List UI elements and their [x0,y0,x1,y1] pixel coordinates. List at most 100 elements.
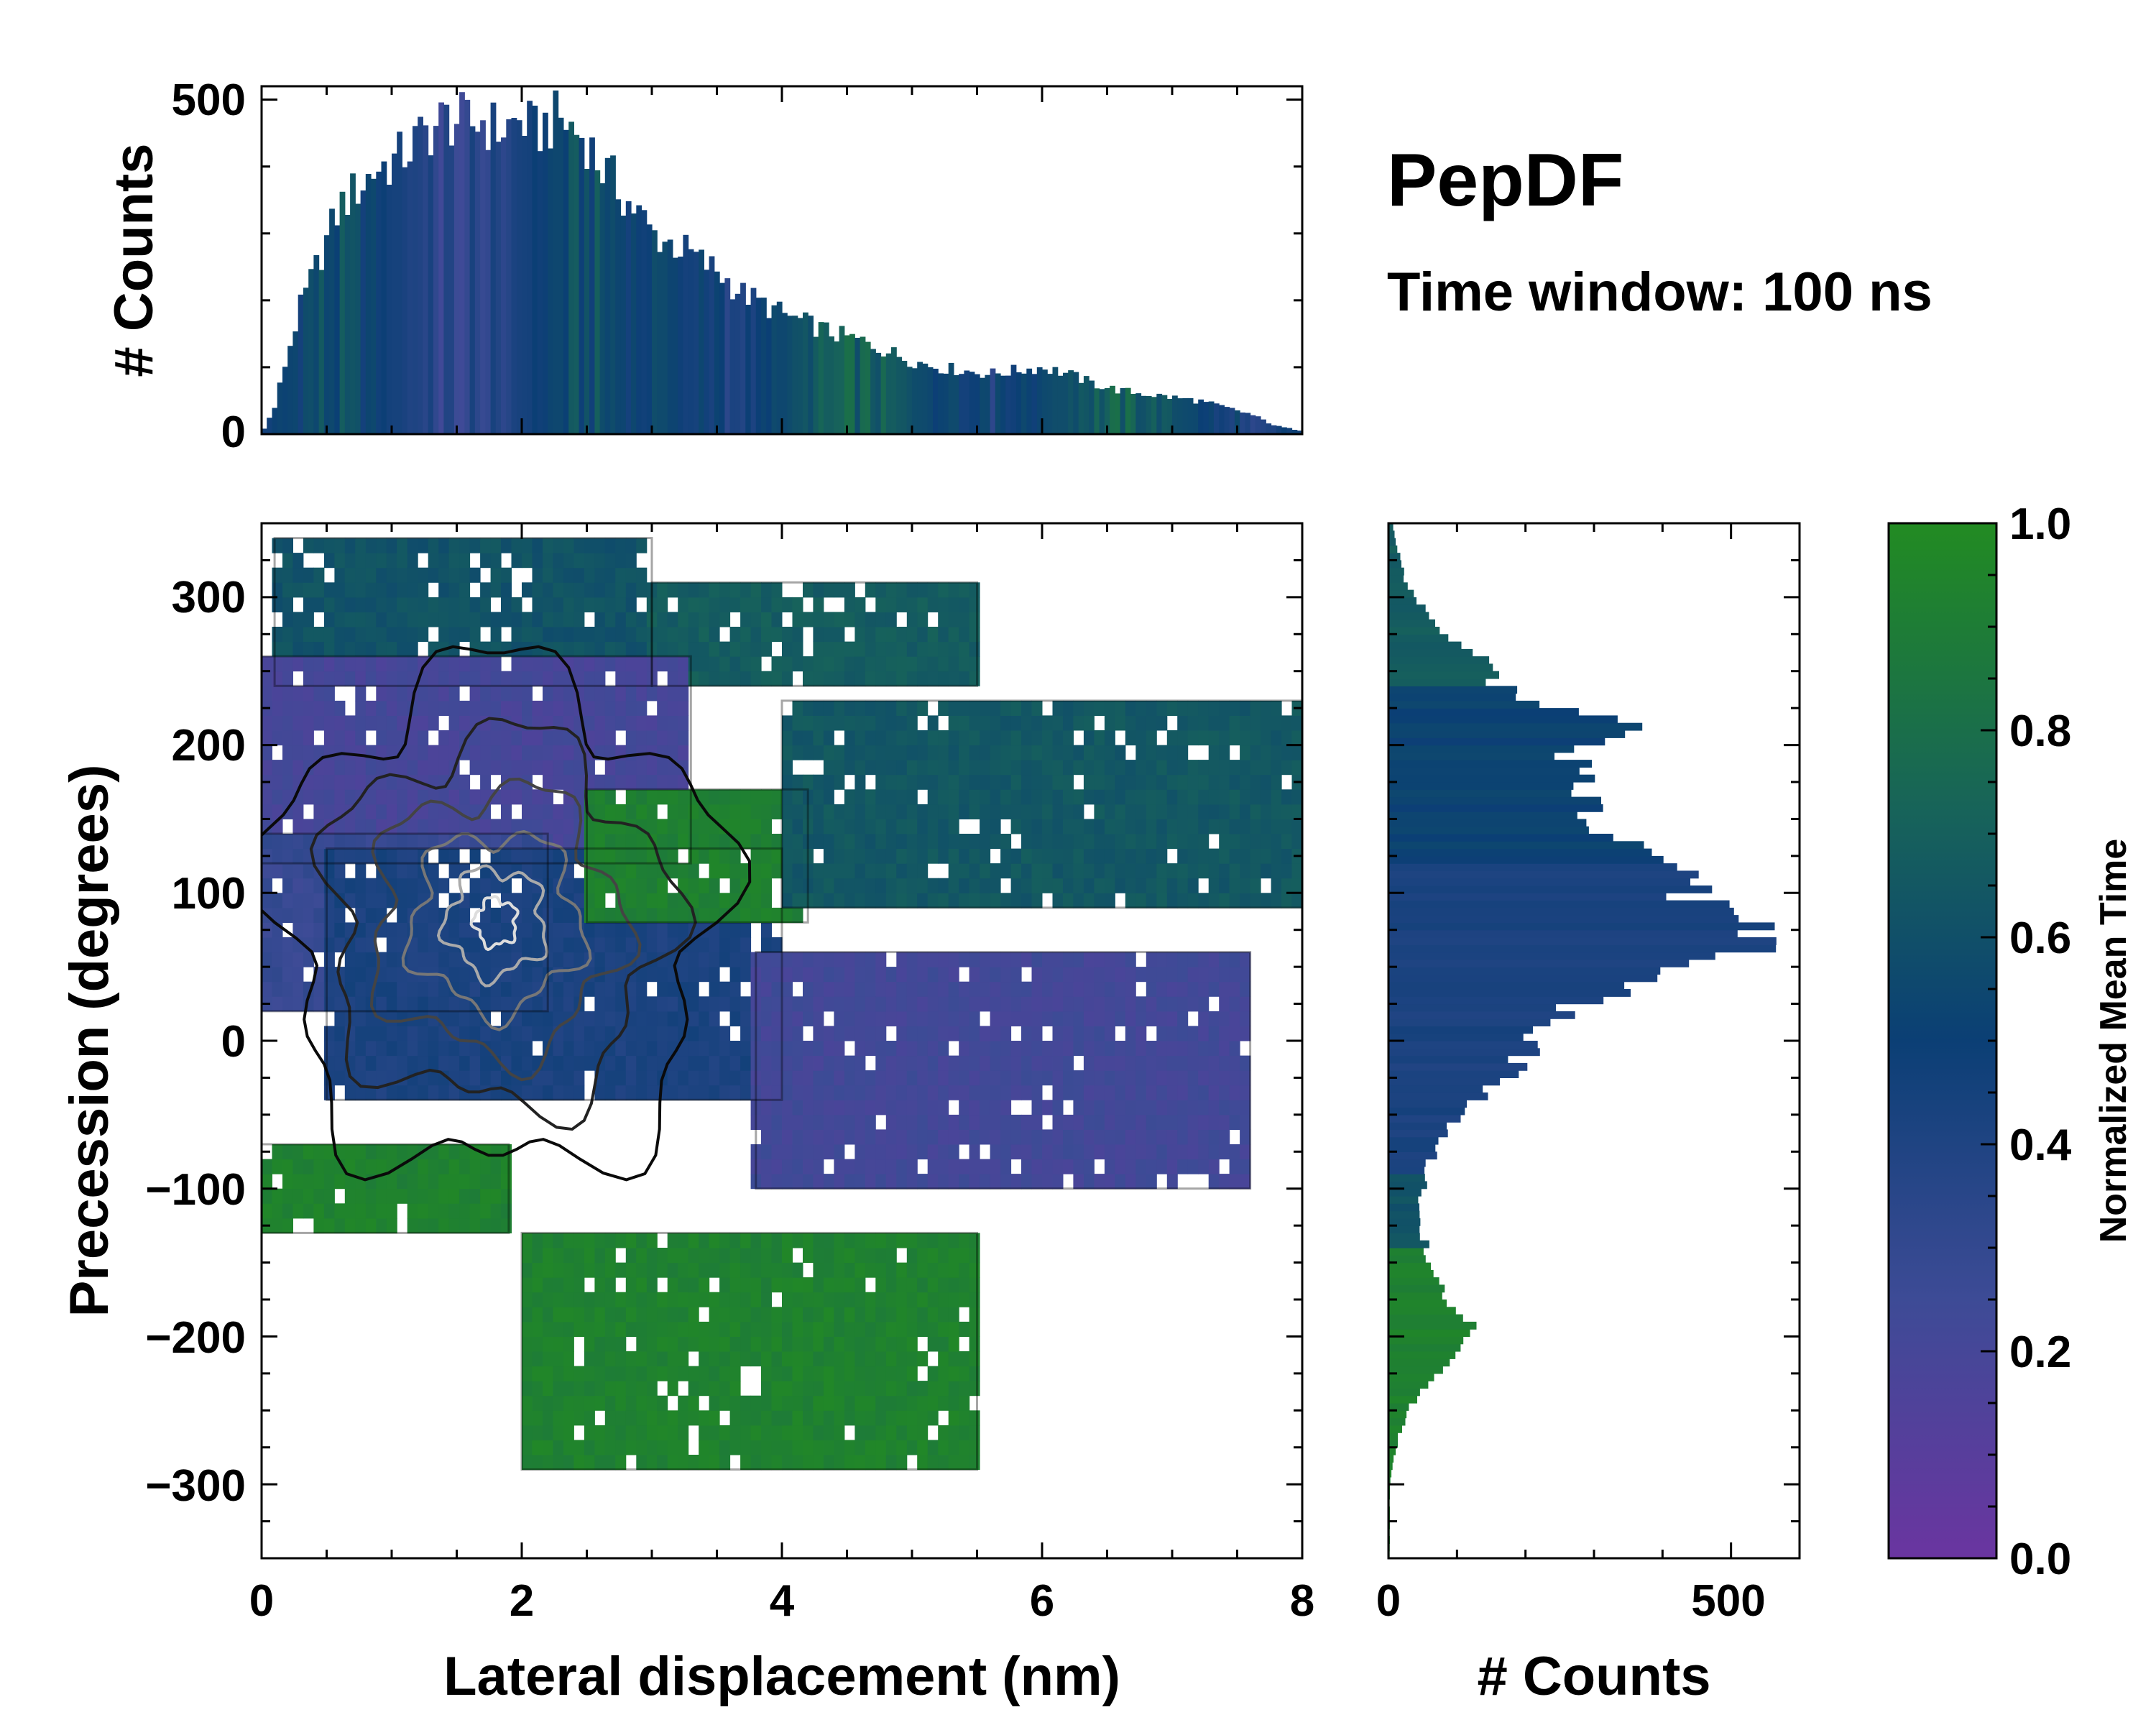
histogram-cell [543,1248,553,1264]
histogram-cell [1031,700,1043,716]
histogram-cell [1094,1055,1105,1071]
histogram-cell [594,907,606,923]
histogram-cell [553,760,564,776]
histogram-cell [469,1011,481,1026]
histogram-cell [625,863,637,879]
histogram-cell [438,612,450,627]
histogram-cell [1219,1085,1230,1100]
histogram-cell [948,1381,959,1397]
histogram-cell [522,745,533,760]
histogram-cell [1063,996,1074,1012]
histogram-cell [938,878,949,893]
histogram-cell [282,863,293,879]
histogram-cell [854,819,866,834]
top-hist-bar [1261,419,1266,434]
histogram-cell [1208,981,1220,997]
histogram-cell [1291,819,1302,834]
histogram-cell [678,1307,689,1322]
histogram-cell [334,760,346,776]
histogram-cell [938,700,949,716]
histogram-cell [397,656,408,672]
right-histogram-xlabel: # Counts [1477,1646,1710,1707]
histogram-cell [729,1233,741,1248]
histogram-cell [813,582,824,598]
histogram-cell [1166,1144,1178,1160]
histogram-cell [553,863,564,879]
histogram-cell [448,1041,460,1057]
histogram-cell [782,967,793,983]
histogram-cell [1052,1070,1064,1086]
histogram-cell [584,922,595,938]
histogram-cell [386,656,397,672]
histogram-cell [397,863,408,879]
histogram-cell [803,1336,814,1352]
histogram-cell [834,1395,845,1411]
histogram-cell [803,952,814,967]
histogram-cell [459,1041,471,1057]
histogram-cell [522,878,533,893]
histogram-cell [563,745,574,760]
histogram-cell [522,1307,533,1322]
histogram-cell [699,1262,710,1278]
histogram-cell [938,774,949,790]
histogram-cell [771,996,783,1012]
histogram-cell [469,937,481,953]
histogram-cell [761,1262,772,1278]
histogram-cell [927,597,939,612]
histogram-cell [532,1366,543,1381]
histogram-cell [1240,1055,1251,1071]
histogram-cell [854,1085,866,1100]
histogram-cell [292,1203,304,1219]
histogram-cell [553,730,564,746]
histogram-cell [1094,967,1105,983]
histogram-cell [917,893,929,908]
top-hist-bar [1052,367,1059,434]
histogram-cell [313,1174,325,1190]
histogram-cell [323,582,335,598]
histogram-cell [729,1336,741,1352]
histogram-cell [678,641,689,657]
histogram-cell [1240,715,1251,731]
histogram-cell [480,686,492,702]
histogram-cell [1271,760,1282,776]
histogram-cell [522,1425,533,1440]
histogram-cell [1021,1085,1032,1100]
histogram-cell [313,804,325,819]
histogram-cell [418,1159,429,1174]
histogram-cell [594,878,606,893]
histogram-cell [636,1366,648,1381]
histogram-cell [1104,774,1115,790]
histogram-cell [959,1410,970,1426]
histogram-cell [646,1085,658,1100]
histogram-cell [573,582,585,598]
top-hist-bar [922,363,929,434]
histogram-cell [563,922,574,938]
histogram-cell [553,1440,564,1455]
histogram-cell [959,1395,970,1411]
top-hist-bar [1172,395,1178,434]
histogram-cell [927,1114,939,1130]
histogram-cell [262,819,272,834]
top-hist-bar [1083,376,1089,434]
histogram-cell [792,700,803,716]
histogram-cell [428,1070,439,1086]
histogram-cell [1073,1174,1084,1190]
histogram-cell [917,981,929,997]
histogram-cell [854,1070,866,1086]
histogram-cell [407,641,418,657]
histogram-cell [865,656,876,672]
histogram-cell [1052,834,1064,850]
histogram-cell [844,1070,855,1086]
histogram-cell [615,627,627,643]
histogram-cell [1146,1174,1157,1190]
histogram-cell [896,893,908,908]
histogram-cell [854,996,866,1012]
histogram-cell [1021,863,1032,879]
histogram-cell [854,1410,866,1426]
histogram-cell [625,686,637,702]
histogram-cell [969,1307,980,1322]
histogram-cell [282,981,293,997]
histogram-cell [282,641,293,657]
histogram-cell [501,937,512,953]
top-hist-bar [1099,389,1105,434]
